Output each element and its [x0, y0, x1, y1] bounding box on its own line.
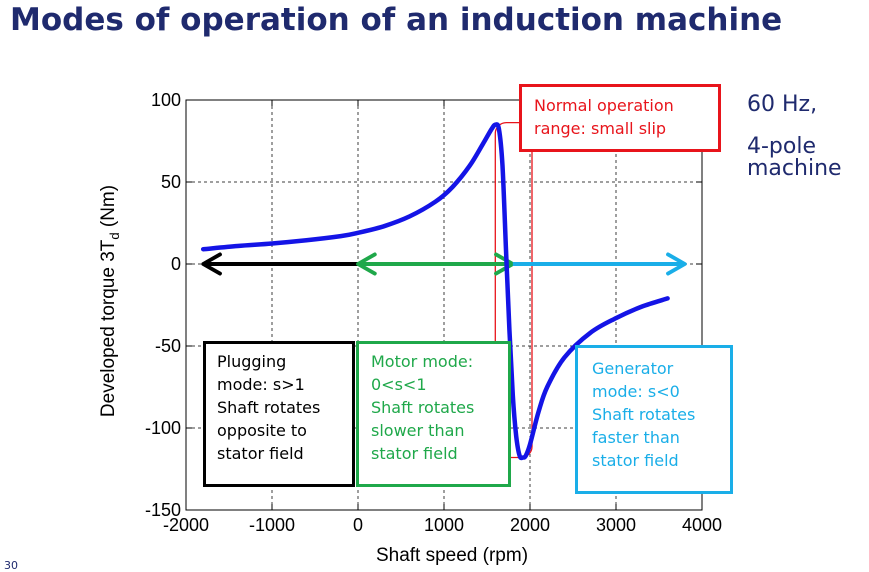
motor-mode-box: Motor mode: 0<s<1 Shaft rotates slower t… [356, 341, 511, 487]
normal-operation-line-1: Normal operation [534, 96, 674, 115]
plugging-line: stator field [217, 444, 304, 463]
x-tick-label: 1000 [424, 515, 464, 535]
plugging-line: Plugging [217, 352, 287, 371]
x-tick-label: 2000 [510, 515, 550, 535]
y-tick-label: 100 [151, 90, 181, 110]
generator-line: stator field [592, 451, 679, 470]
plugging-line: Shaft rotates [217, 398, 321, 417]
torque-curve [200, 122, 670, 461]
motor-line: Motor mode: [371, 352, 474, 371]
y-tick-label: -50 [155, 336, 181, 356]
slide-title: Modes of operation of an induction machi… [10, 2, 783, 38]
x-tick-label: 0 [353, 515, 363, 535]
generator-line: Generator [592, 359, 674, 378]
spec-machine: machine [747, 156, 842, 181]
generator-line: Shaft rotates [592, 405, 696, 424]
x-tick-label: -2000 [163, 515, 209, 535]
motor-line: slower than [371, 421, 465, 440]
plugging-mode-box: Plugging mode: s>1 Shaft rotates opposit… [203, 341, 355, 487]
x-axis-label: Shaft speed (rpm) [376, 545, 528, 566]
generator-mode-box: Generator mode: s<0 Shaft rotates faster… [575, 345, 733, 494]
plugging-line: opposite to [217, 421, 307, 440]
spec-frequency: 60 Hz, [747, 92, 818, 117]
y-tick-label: 50 [161, 172, 181, 192]
machine-spec-note: 60 Hz, 4-pole machine [747, 94, 842, 180]
normal-operation-box: Normal operation range: small slip [519, 84, 721, 152]
generator-line: mode: s<0 [592, 382, 680, 401]
page-number: 30 [4, 559, 18, 572]
y-axis-label: Developed torque 3Td (Nm) [98, 185, 122, 417]
plugging-line: mode: s>1 [217, 375, 305, 394]
x-tick-label: 4000 [682, 515, 722, 535]
motor-line: 0<s<1 [371, 375, 427, 394]
y-tick-label: -100 [145, 418, 181, 438]
motor-line: Shaft rotates [371, 398, 475, 417]
motor-line: stator field [371, 444, 458, 463]
generator-line: faster than [592, 428, 680, 447]
spec-poles: 4-pole [747, 134, 817, 159]
y-tick-label: 0 [171, 254, 181, 274]
y-tick-label: -150 [145, 500, 181, 520]
normal-operation-range [494, 121, 533, 459]
x-tick-label: 3000 [596, 515, 636, 535]
normal-operation-line-2: range: small slip [534, 119, 667, 138]
x-tick-label: -1000 [249, 515, 295, 535]
